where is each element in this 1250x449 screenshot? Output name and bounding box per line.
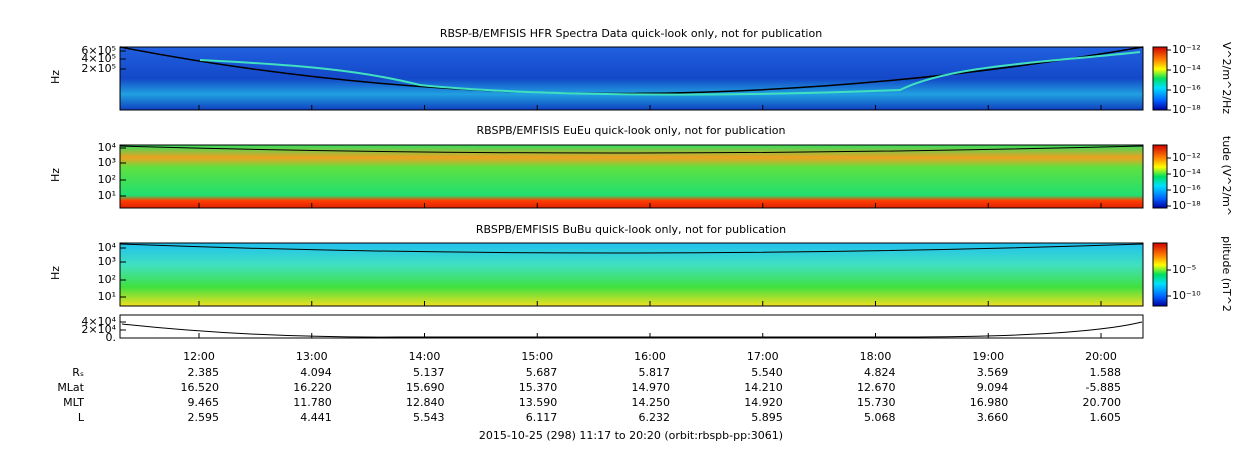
- y-axis-label: Hz: [49, 266, 62, 280]
- colorbar-label: plitude (nT^2: [1220, 236, 1233, 312]
- ephemeris-value: 5.895: [751, 411, 783, 424]
- colorbar-tick-label: 10⁻¹⁴: [1172, 63, 1201, 76]
- ephemeris-value: 13.590: [519, 396, 558, 409]
- time-tick-label: 18:00: [860, 350, 892, 363]
- colorbar-tick-label: 10⁻¹⁴: [1172, 167, 1201, 180]
- ephemeris-value: 14.210: [744, 381, 783, 394]
- colorbar: [1152, 144, 1168, 209]
- colorbar-tick-label: 10⁻¹⁶: [1172, 183, 1201, 196]
- ephemeris-value: 14.250: [632, 396, 671, 409]
- time-tick-label: 16:00: [634, 350, 666, 363]
- ephemeris-label: MLat: [57, 381, 84, 394]
- y-tick-label: 10³: [98, 156, 116, 169]
- time-tick-label: 12:00: [183, 350, 215, 363]
- ephemeris-value: -5.885: [1086, 381, 1121, 394]
- colorbar-tick-label: 10⁻⁵: [1172, 263, 1196, 276]
- y-tick-label: 6×10⁵: [81, 44, 116, 57]
- ephemeris-value: 14.920: [744, 396, 783, 409]
- y-axis-label: Hz: [49, 70, 62, 84]
- colorbar: [1152, 46, 1168, 111]
- ephemeris-value: 5.687: [526, 366, 558, 379]
- time-tick-label: 13:00: [296, 350, 328, 363]
- ephemeris-value: 5.137: [413, 366, 445, 379]
- ephemeris-value: 15.370: [519, 381, 558, 394]
- fce-curve: [119, 145, 1144, 154]
- ephemeris-value: 15.730: [857, 396, 896, 409]
- ephemeris-value: 15.690: [406, 381, 445, 394]
- time-tick-label: 20:00: [1085, 350, 1117, 363]
- footer: 2015-10-25 (298) 11:17 to 20:20 (orbit:r…: [479, 429, 783, 442]
- y-tick-label: 10⁴: [98, 241, 117, 254]
- fce-panel: [119, 314, 1144, 339]
- colorbar-tick-label: 10⁻¹²: [1172, 151, 1201, 164]
- ephemeris-value: 6.232: [639, 411, 671, 424]
- ephemeris-value: 16.980: [970, 396, 1009, 409]
- time-tick-label: 14:00: [409, 350, 441, 363]
- ephemeris-value: 5.068: [864, 411, 896, 424]
- ephemeris-value: 20.700: [1083, 396, 1122, 409]
- ephemeris-value: 12.840: [406, 396, 445, 409]
- colorbar-label: tude (V^2/m^: [1220, 136, 1233, 216]
- y-tick-label: 2×10⁵: [81, 62, 116, 75]
- ephemeris-value: 5.540: [751, 366, 783, 379]
- panel-title: RBSPB/EMFISIS BuBu quick-look only, not …: [476, 223, 786, 236]
- ephemeris-value: 6.117: [526, 411, 558, 424]
- ephemeris-value: 2.385: [188, 366, 220, 379]
- y-tick-label: 4×10⁵: [81, 52, 116, 65]
- ephemeris-label: MLT: [63, 396, 84, 409]
- ephemeris-label: Rₛ: [72, 366, 84, 379]
- fce-curve: [121, 321, 1143, 338]
- upper-hybrid-line: [199, 51, 1141, 96]
- ephemeris-value: 12.670: [857, 381, 896, 394]
- ephemeris-value: 11.780: [293, 396, 332, 409]
- ephemeris-value: 16.220: [293, 381, 332, 394]
- ephemeris-value: 9.465: [188, 396, 220, 409]
- panel-title: RBSP-B/EMFISIS HFR Spectra Data quick-lo…: [440, 27, 822, 40]
- y-axis-label: Hz: [49, 168, 62, 182]
- time-tick-label: 17:00: [747, 350, 779, 363]
- ephemeris-value: 5.543: [413, 411, 445, 424]
- colorbar-tick-label: 10⁻¹⁸: [1172, 199, 1201, 212]
- time-tick-label: 15:00: [521, 350, 553, 363]
- y-tick-label: 2×10⁴: [81, 323, 116, 336]
- panel-title: RBSPB/EMFISIS EuEu quick-look only, not …: [476, 124, 785, 137]
- y-tick-label: 4×10⁴: [81, 315, 116, 328]
- y-tick-label: 10²: [98, 173, 116, 186]
- colorbar-tick-label: 10⁻¹⁸: [1172, 103, 1201, 116]
- ephemeris-value: 14.970: [632, 381, 671, 394]
- y-tick-label: 10²: [98, 273, 116, 286]
- colorbar-tick-label: 10⁻¹⁰: [1172, 289, 1201, 302]
- ephemeris-value: 2.595: [188, 411, 220, 424]
- spectrogram-bubu: [119, 242, 1144, 307]
- ephemeris-value: 4.824: [864, 366, 896, 379]
- ephemeris-value: 4.441: [300, 411, 332, 424]
- ephemeris-value: 3.660: [977, 411, 1009, 424]
- ephemeris-label: L: [78, 411, 85, 424]
- ephemeris-value: 1.588: [1090, 366, 1122, 379]
- time-tick-label: 19:00: [972, 350, 1004, 363]
- fce-curve: [119, 243, 1144, 254]
- ephemeris-value: 5.817: [639, 366, 671, 379]
- spectrograms: [119, 46, 1168, 339]
- y-tick-label: 10⁴: [98, 141, 117, 154]
- ephemeris-value: 16.520: [181, 381, 220, 394]
- ephemeris-value: 4.094: [300, 366, 332, 379]
- colorbar-label: V^2/m^2/Hz: [1220, 42, 1233, 114]
- colorbar: [1152, 242, 1168, 307]
- spectrogram-eueu: [119, 144, 1144, 209]
- ephemeris-value: 1.605: [1090, 411, 1122, 424]
- y-tick-label: 10¹: [98, 290, 116, 303]
- colorbar-tick-label: 10⁻¹⁶: [1172, 83, 1201, 96]
- y-tick-label: 10¹: [98, 189, 116, 202]
- y-tick-label: 10³: [98, 255, 116, 268]
- colorbar-tick-label: 10⁻¹²: [1172, 43, 1201, 56]
- ephemeris-value: 9.094: [977, 381, 1009, 394]
- spectrogram-hfr: [119, 46, 1144, 111]
- ephemeris-value: 3.569: [977, 366, 1009, 379]
- y-tick-label: 0.: [106, 331, 117, 344]
